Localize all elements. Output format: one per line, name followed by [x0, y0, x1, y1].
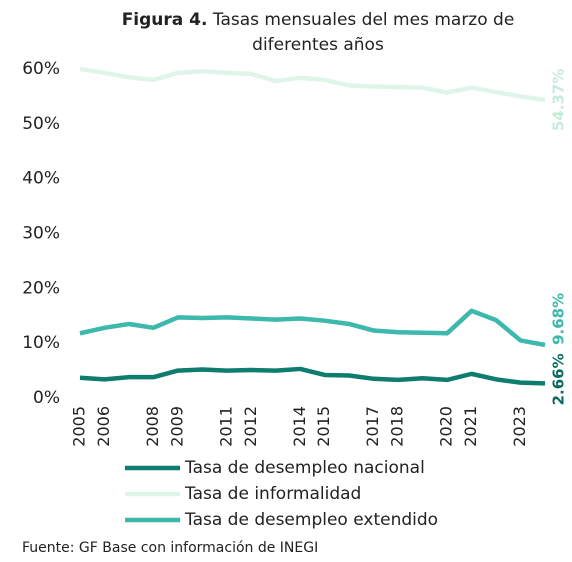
x-tick-label: 2011 [216, 406, 235, 447]
y-tick-label: 10% [22, 333, 60, 353]
x-tick-label: 2009 [167, 406, 186, 447]
x-tick-label: 2018 [388, 406, 407, 447]
x-tick-label: 2005 [70, 406, 89, 447]
chart-title: Figura 4. Tasas mensuales del mes marzo … [90, 8, 546, 58]
end-label: 2.66% [550, 353, 568, 405]
y-tick-label: 50% [22, 114, 60, 134]
legend-label: Tasa de informalidad [184, 484, 361, 504]
y-tick-label: 60% [22, 59, 60, 79]
x-tick-label: 2014 [290, 406, 309, 447]
end-label: 54.37% [550, 69, 568, 131]
y-tick-label: 20% [22, 278, 60, 298]
end-label: 9.68% [550, 293, 568, 345]
legend-label: Tasa de desempleo nacional [184, 458, 425, 478]
x-tick-label: 2021 [461, 406, 480, 447]
y-tick-label: 30% [22, 224, 60, 244]
x-tick-label: 2006 [94, 406, 113, 447]
x-tick-label: 2020 [437, 406, 456, 447]
x-tick-label: 2012 [241, 406, 260, 447]
series-line [79, 308, 546, 348]
title-number: Figura 4. [121, 10, 208, 30]
legend-label: Tasa de desempleo extendido [184, 510, 438, 530]
source: Fuente: GF Base con información de INEGI [22, 540, 318, 556]
x-tick-label: 2008 [143, 406, 162, 447]
series-line [79, 66, 546, 103]
series-line [79, 366, 546, 386]
x-tick-label: 2023 [510, 406, 529, 447]
x-tick-label: 2015 [314, 406, 333, 447]
x-tick-label: 2017 [363, 406, 382, 447]
y-tick-label: 0% [33, 388, 60, 408]
title-text: Tasas mensuales del mes marzo de diferen… [212, 10, 515, 55]
y-tick-label: 40% [22, 169, 60, 189]
